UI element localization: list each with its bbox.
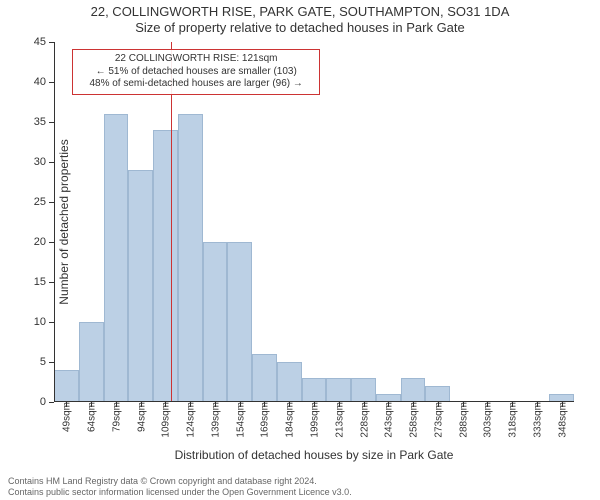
footer-line1: Contains HM Land Registry data © Crown c… [8,476,352,487]
plot-area: 22 COLLINGWORTH RISE: 121sqm ← 51% of de… [54,42,574,402]
bar [153,130,178,402]
x-tick-label: 273sqm [431,402,444,438]
footer: Contains HM Land Registry data © Crown c… [8,476,352,498]
y-tick-label: 30 [16,156,46,168]
y-tick-label: 25 [16,196,46,208]
title-line2: Size of property relative to detached ho… [0,20,600,36]
bar [104,114,129,402]
x-tick-label: 199sqm [308,402,321,438]
bar [326,378,351,402]
bar [277,362,302,402]
annotation-line2: ← 51% of detached houses are smaller (10… [79,66,313,79]
annotation-line3: 48% of semi-detached houses are larger (… [79,78,313,91]
x-tick-label: 243sqm [382,402,395,438]
x-tick-label: 94sqm [134,402,147,432]
x-tick-label: 124sqm [184,402,197,438]
x-axis-label: Distribution of detached houses by size … [54,448,574,462]
bar [252,354,277,402]
x-tick-label: 49sqm [60,402,73,432]
y-tick-label: 15 [16,276,46,288]
y-tick-mark [49,162,54,163]
x-tick-label: 318sqm [506,402,519,438]
x-tick-label: 348sqm [555,402,568,438]
y-tick-label: 0 [16,396,46,408]
y-tick-mark [49,42,54,43]
x-tick-label: 184sqm [283,402,296,438]
x-tick-label: 333sqm [530,402,543,438]
bar [302,378,327,402]
marker-vline [171,42,172,402]
y-tick-mark [49,362,54,363]
y-tick-mark [49,282,54,283]
bar [203,242,228,402]
footer-line2: Contains public sector information licen… [8,487,352,498]
bar [227,242,252,402]
y-tick-mark [49,202,54,203]
y-tick-mark [49,402,54,403]
y-tick-mark [49,242,54,243]
bars-container [54,42,574,402]
x-tick-label: 139sqm [208,402,221,438]
bar [401,378,426,402]
title-line1: 22, COLLINGWORTH RISE, PARK GATE, SOUTHA… [0,4,600,20]
x-tick-label: 213sqm [332,402,345,438]
y-tick-label: 5 [16,356,46,368]
title-block: 22, COLLINGWORTH RISE, PARK GATE, SOUTHA… [0,0,600,37]
bar [351,378,376,402]
x-tick-label: 258sqm [407,402,420,438]
y-tick-label: 20 [16,236,46,248]
x-tick-label: 288sqm [456,402,469,438]
y-axis-line [54,42,55,402]
bar [128,170,153,402]
bar [178,114,203,402]
y-tick-label: 40 [16,76,46,88]
y-tick-label: 10 [16,316,46,328]
y-tick-label: 45 [16,36,46,48]
y-tick-label: 35 [16,116,46,128]
bar [425,386,450,402]
y-axis-label: Number of detached properties [57,139,71,304]
y-tick-mark [49,322,54,323]
x-tick-label: 154sqm [233,402,246,438]
x-tick-label: 228sqm [357,402,370,438]
x-tick-label: 303sqm [481,402,494,438]
chart-root: 22, COLLINGWORTH RISE, PARK GATE, SOUTHA… [0,0,600,500]
bar [79,322,104,402]
x-tick-label: 109sqm [159,402,172,438]
x-tick-label: 79sqm [109,402,122,432]
x-tick-label: 169sqm [258,402,271,438]
y-tick-mark [49,82,54,83]
annotation-box: 22 COLLINGWORTH RISE: 121sqm ← 51% of de… [72,49,320,95]
x-tick-label: 64sqm [85,402,98,432]
y-tick-mark [49,122,54,123]
bar [54,370,79,402]
annotation-line1: 22 COLLINGWORTH RISE: 121sqm [79,53,313,66]
